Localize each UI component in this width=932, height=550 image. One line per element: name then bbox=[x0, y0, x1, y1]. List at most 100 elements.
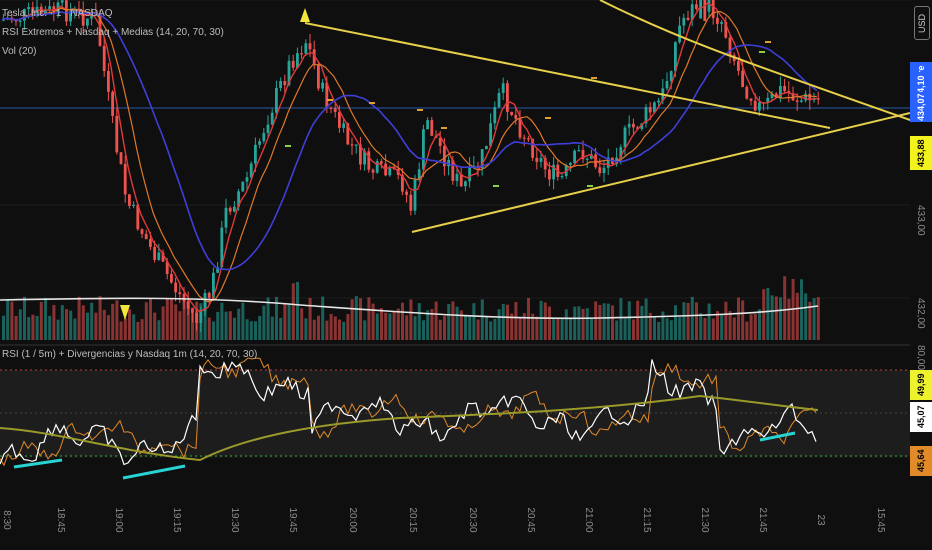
candle-body bbox=[44, 9, 47, 15]
volume-bar bbox=[367, 297, 371, 340]
candle-body bbox=[653, 102, 656, 113]
candle-body bbox=[165, 261, 169, 274]
candle-body bbox=[69, 11, 72, 22]
volume-bar bbox=[669, 320, 673, 340]
candle-body bbox=[464, 181, 467, 187]
candle-body bbox=[417, 169, 421, 180]
candle-body bbox=[774, 93, 778, 98]
volume-bar bbox=[661, 311, 665, 340]
candle-body bbox=[606, 157, 610, 168]
time-axis-label: 21:30 bbox=[699, 507, 710, 532]
volume-bar bbox=[392, 311, 396, 340]
candle-body bbox=[199, 311, 203, 323]
volume-bar bbox=[762, 289, 766, 340]
volume-bar bbox=[501, 303, 505, 340]
volume-bar bbox=[48, 315, 52, 340]
volume-bar bbox=[497, 309, 501, 340]
volume-bar bbox=[31, 314, 35, 340]
currency-button[interactable]: USD bbox=[914, 6, 930, 40]
volume-bar bbox=[510, 313, 514, 340]
volume-bar bbox=[69, 310, 73, 340]
candle-body bbox=[325, 82, 329, 108]
candle-body bbox=[23, 9, 26, 21]
candle-body bbox=[648, 107, 652, 113]
candle-body bbox=[569, 162, 572, 166]
volume-bar bbox=[636, 300, 640, 340]
volume-bar bbox=[816, 297, 820, 340]
signal-marker bbox=[545, 117, 551, 119]
candle-body bbox=[716, 17, 719, 24]
signal-marker bbox=[417, 109, 423, 111]
volume-bar bbox=[518, 317, 522, 340]
candle-body bbox=[2, 19, 5, 21]
candle-body bbox=[527, 138, 530, 140]
candle-body bbox=[690, 4, 694, 20]
volume-bar bbox=[522, 313, 526, 340]
candle-body bbox=[233, 206, 236, 212]
rsi-tag-3: 45,64 bbox=[910, 446, 932, 476]
curve-trendline bbox=[599, 0, 911, 121]
indicator-legend[interactable]: RSI Extremos + Nasdaq + Medias (14, 20, … bbox=[2, 27, 224, 38]
candle-body bbox=[480, 149, 484, 169]
candle-body bbox=[795, 100, 799, 102]
volume-bar bbox=[102, 309, 106, 340]
rsi-legend[interactable]: RSI (1 / 5m) + Divergencias y Nasdaq 1m … bbox=[2, 349, 258, 360]
volume-bar bbox=[812, 298, 816, 340]
volume-bar bbox=[598, 304, 602, 340]
candle-body bbox=[174, 282, 177, 293]
volume-bar bbox=[556, 318, 560, 340]
volume-legend[interactable]: Vol (20) bbox=[2, 46, 37, 57]
candle-body bbox=[703, 0, 707, 22]
candle-body bbox=[296, 53, 299, 68]
volume-bar bbox=[94, 312, 98, 340]
volume-bar bbox=[191, 307, 194, 340]
volume-bar bbox=[766, 287, 770, 340]
volume-bar bbox=[291, 283, 295, 340]
candle-body bbox=[632, 123, 635, 128]
volume-bar bbox=[716, 311, 719, 340]
volume-bar bbox=[270, 316, 274, 340]
volume-bar bbox=[144, 302, 148, 340]
time-axis-label: 19:45 bbox=[287, 507, 298, 532]
signal-marker bbox=[765, 41, 771, 43]
volume-bar bbox=[455, 306, 459, 340]
time-axis-label: 15:45 bbox=[875, 507, 886, 532]
candle-body bbox=[682, 17, 686, 26]
symbol-legend[interactable]: Tesla, Inc. · 1 · NASDAQ bbox=[2, 8, 113, 19]
candle-body bbox=[161, 252, 165, 262]
candle-body bbox=[308, 43, 312, 50]
volume-bar bbox=[732, 317, 736, 340]
candle-body bbox=[275, 87, 278, 113]
volume-bar bbox=[98, 296, 102, 340]
candle-body bbox=[783, 85, 786, 92]
signal-marker bbox=[369, 102, 375, 104]
volume-bar bbox=[459, 310, 463, 340]
volume-bar bbox=[493, 318, 497, 340]
volume-bar bbox=[39, 301, 43, 340]
candle-body bbox=[619, 147, 623, 158]
candle-body bbox=[501, 83, 505, 93]
volume-bar bbox=[338, 319, 341, 340]
volume-bar bbox=[594, 301, 598, 340]
candle-body bbox=[468, 166, 471, 182]
candle-body bbox=[346, 123, 350, 145]
volume-bar bbox=[728, 311, 732, 340]
signal-marker bbox=[441, 127, 447, 129]
volume-bar bbox=[413, 316, 417, 340]
volume-bar bbox=[258, 315, 262, 340]
volume-bar bbox=[35, 315, 39, 340]
volume-bar bbox=[371, 303, 375, 340]
time-axis-label: 21:45 bbox=[757, 507, 768, 532]
volume-bar bbox=[758, 309, 761, 340]
volume-bar bbox=[405, 315, 409, 340]
volume-bar bbox=[443, 316, 446, 340]
volume-bar bbox=[56, 319, 60, 340]
candle-body bbox=[317, 64, 320, 89]
volume-bar bbox=[653, 317, 656, 340]
volume-bar bbox=[60, 305, 64, 340]
candle-body bbox=[707, 0, 711, 12]
volume-bar bbox=[695, 302, 698, 340]
volume-bar bbox=[506, 304, 509, 340]
time-axis-label: 18:45 bbox=[55, 507, 66, 532]
